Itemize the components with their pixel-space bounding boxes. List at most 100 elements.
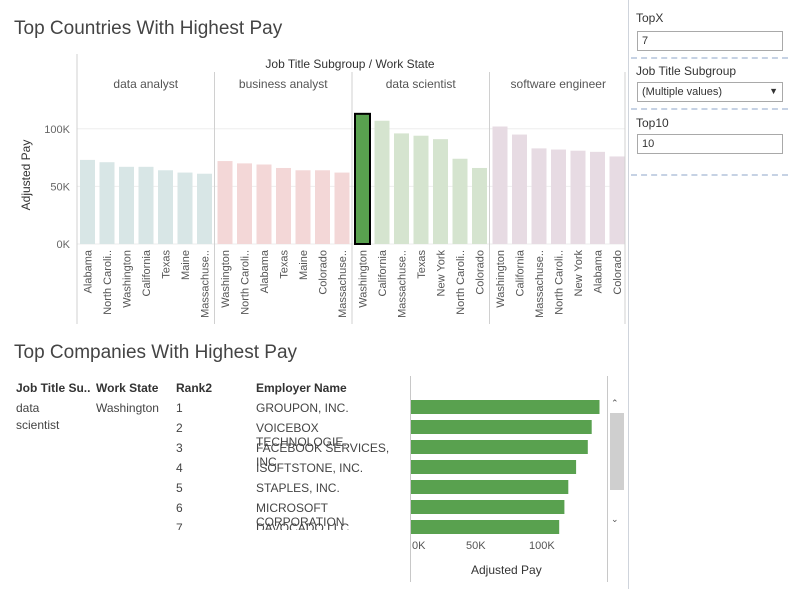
- bar-data-analyst-6[interactable]: [197, 173, 212, 244]
- top-chart-title: Top Countries With Highest Pay: [14, 18, 283, 39]
- company-bar[interactable]: [411, 420, 592, 434]
- bar-data-analyst-1[interactable]: [99, 162, 115, 244]
- bar-data-scientist-0[interactable]: [354, 112, 371, 245]
- employer-cell: ISOFTSTONE, INC.: [256, 461, 364, 475]
- company-bar[interactable]: [411, 460, 577, 474]
- bar-software-engineer-0[interactable]: [492, 126, 508, 244]
- bar-business-analyst-0[interactable]: [217, 161, 233, 244]
- x-tick-label: Alabama: [259, 249, 271, 293]
- bottom-x-axis-label: Adjusted Pay: [471, 563, 542, 577]
- rank-cell: 5: [176, 481, 183, 495]
- top-countries-chart: Job Title Subgroup / Work State Adjusted …: [19, 54, 626, 324]
- group-label: business analyst: [239, 77, 328, 91]
- bar-software-engineer-6[interactable]: [609, 156, 625, 244]
- x-tick-label: North Caroli..: [102, 250, 114, 315]
- employer-cell: STAPLES, INC.: [256, 481, 340, 495]
- bar-software-engineer-2[interactable]: [531, 148, 547, 244]
- rank-cell: 7: [176, 521, 183, 530]
- company-bar[interactable]: [411, 480, 569, 494]
- subgroup-value-line2: scientist: [16, 418, 60, 432]
- x-tick-label: California: [141, 249, 153, 296]
- employer-cell: DAVOCADO LLC: [256, 521, 350, 530]
- bar-data-scientist-3[interactable]: [413, 135, 429, 244]
- bar-data-analyst-3[interactable]: [138, 166, 154, 244]
- x-tick-label: Texas: [416, 250, 428, 279]
- bar-business-analyst-4[interactable]: [295, 170, 311, 244]
- x-tick-label: New York: [436, 250, 448, 297]
- x-tick-label: Maine: [180, 250, 192, 280]
- y-tick-label: 100K: [44, 124, 70, 136]
- x-tick-label: California: [377, 249, 389, 296]
- x-tick-label: New York: [573, 250, 585, 297]
- bar-software-engineer-1[interactable]: [512, 134, 527, 244]
- bar-data-analyst-2[interactable]: [119, 166, 134, 244]
- subgroup-filter-value: (Multiple values): [642, 86, 723, 98]
- top10-input[interactable]: 10: [637, 134, 783, 154]
- col-header-state[interactable]: Work State: [96, 381, 159, 395]
- x-tick-label: Washington: [122, 250, 134, 308]
- group-label: data scientist: [386, 77, 457, 91]
- x-tick-50k: 50K: [466, 540, 486, 552]
- subgroup-value-line1: data: [16, 401, 40, 415]
- company-bar[interactable]: [411, 500, 565, 514]
- company-bar[interactable]: [411, 440, 588, 454]
- bar-business-analyst-5[interactable]: [315, 170, 330, 244]
- y-tick-label: 0K: [57, 239, 71, 251]
- x-tick-0k: 0K: [412, 540, 426, 552]
- x-tick-label: Washington: [358, 250, 370, 308]
- bar-data-scientist-4[interactable]: [433, 139, 448, 244]
- rank-cell: 2: [176, 421, 183, 435]
- y-tick-label: 50K: [50, 181, 70, 193]
- col-header-subgroup[interactable]: Job Title Su..: [16, 381, 91, 395]
- panel-separator: [631, 108, 788, 110]
- bar-software-engineer-3[interactable]: [551, 149, 566, 244]
- bar-business-analyst-1[interactable]: [237, 163, 252, 244]
- col-header-employer[interactable]: Employer Name: [256, 381, 347, 395]
- group-label: data analyst: [113, 77, 178, 91]
- x-tick-label: Massachuse..: [534, 250, 546, 318]
- topx-label: TopX: [636, 11, 664, 25]
- x-tick-label: Massachuse..: [200, 250, 212, 318]
- state-value: Washington: [96, 401, 159, 415]
- employer-cell: MICROSOFT CORPORATION: [256, 501, 345, 529]
- x-tick-100k: 100K: [529, 540, 555, 552]
- rank-cell: 4: [176, 461, 183, 475]
- scrollbar-thumb[interactable]: [610, 413, 624, 490]
- top10-label: Top10: [636, 116, 669, 130]
- company-bar[interactable]: [411, 400, 600, 414]
- x-tick-label: Alabama: [593, 249, 605, 293]
- bar-data-scientist-1[interactable]: [374, 120, 390, 244]
- companies-bar-area: [410, 376, 608, 582]
- bar-software-engineer-4[interactable]: [570, 150, 586, 244]
- subgroup-filter-select[interactable]: (Multiple values) ▼: [637, 82, 783, 102]
- bar-data-scientist-6[interactable]: [472, 167, 487, 244]
- x-tick-label: Colorado: [612, 250, 624, 295]
- bar-data-scientist-2[interactable]: [394, 133, 409, 244]
- x-tick-label: Maine: [298, 250, 310, 280]
- employer-cell: VOICEBOX TECHNOLOGIE..: [256, 421, 351, 449]
- bar-business-analyst-2[interactable]: [256, 164, 272, 244]
- scroll-up-icon[interactable]: ⌃: [611, 398, 619, 408]
- col-header-rank[interactable]: Rank2: [176, 381, 213, 395]
- x-tick-label: Texas: [279, 250, 291, 279]
- column-header: Job Title Subgroup / Work State: [265, 57, 435, 71]
- bar-business-analyst-3[interactable]: [276, 167, 291, 244]
- bar-data-scientist-5[interactable]: [452, 158, 468, 244]
- bar-data-analyst-4[interactable]: [158, 170, 173, 244]
- topx-input[interactable]: 7: [637, 31, 783, 51]
- rank-cell: 6: [176, 501, 183, 515]
- group-label: software engineer: [511, 77, 606, 91]
- bar-data-analyst-0[interactable]: [80, 159, 95, 244]
- scroll-down-icon[interactable]: ⌄: [611, 514, 619, 524]
- company-bar[interactable]: [411, 520, 560, 534]
- x-tick-label: North Caroli..: [240, 250, 252, 315]
- chevron-down-icon[interactable]: ▼: [769, 86, 778, 96]
- bottom-chart-title: Top Companies With Highest Pay: [14, 342, 298, 363]
- x-tick-label: Massachuse..: [397, 250, 409, 318]
- x-tick-label: Washington: [220, 250, 232, 308]
- rank-cell: 3: [176, 441, 183, 455]
- bar-software-engineer-5[interactable]: [590, 151, 605, 244]
- x-tick-label: North Caroli..: [455, 250, 467, 315]
- bar-data-analyst-5[interactable]: [177, 172, 193, 244]
- bar-business-analyst-6[interactable]: [334, 172, 350, 244]
